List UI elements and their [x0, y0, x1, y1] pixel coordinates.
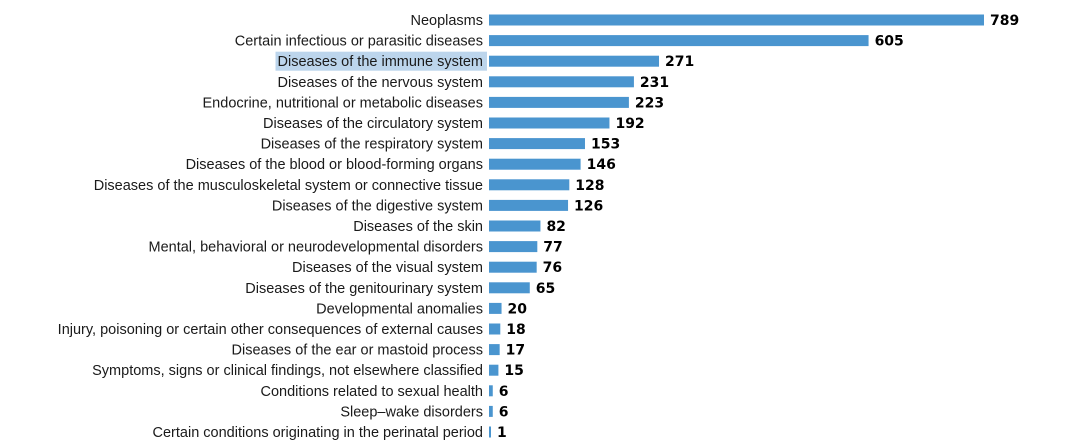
highlight-layer — [275, 51, 487, 71]
value-label: 17 — [506, 343, 525, 359]
bar — [489, 14, 984, 26]
bar — [489, 261, 537, 273]
bar — [489, 158, 581, 170]
bar — [489, 55, 660, 67]
value-label: 126 — [574, 198, 603, 214]
category-label: Neoplasms — [410, 13, 483, 29]
value-label: 76 — [543, 260, 562, 276]
category-label: Endocrine, nutritional or metabolic dise… — [203, 95, 483, 111]
value-label: 65 — [536, 281, 555, 297]
category-label: Diseases of the blood or blood-forming o… — [186, 157, 483, 173]
bar — [489, 426, 491, 438]
value-label: 82 — [546, 219, 565, 235]
bar — [489, 323, 501, 335]
value-label: 231 — [640, 75, 669, 91]
bar — [489, 76, 634, 88]
category-label: Certain infectious or parasitic diseases — [235, 34, 483, 50]
bar — [489, 220, 541, 232]
value-label: 20 — [508, 301, 528, 317]
category-label: Diseases of the respiratory system — [261, 137, 483, 153]
value-label: 128 — [575, 178, 604, 194]
bar — [489, 199, 569, 211]
category-label: Sleep–wake disorders — [340, 404, 483, 420]
value-label: 192 — [615, 116, 644, 132]
category-label: Diseases of the genitourinary system — [245, 281, 483, 297]
category-label: Diseases of the ear or mastoid process — [232, 343, 483, 359]
category-label: Conditions related to sexual health — [261, 384, 483, 400]
category-label: Diseases of the musculoskeletal system o… — [94, 178, 483, 194]
value-label: 18 — [506, 322, 525, 338]
category-label: Diseases of the skin — [353, 219, 483, 235]
bar — [489, 179, 570, 191]
bar — [489, 96, 629, 108]
bar — [489, 364, 499, 376]
bar — [489, 344, 500, 356]
category-labels-group: Neoplasms Certain infectious or parasitic… — [58, 13, 483, 441]
bar — [489, 241, 538, 253]
bar — [489, 302, 502, 314]
value-label: 146 — [587, 157, 616, 173]
category-label: Certain conditions originating in the pe… — [153, 425, 483, 441]
bars-group — [489, 14, 984, 438]
category-label: Injury, poisoning or certain other conse… — [58, 322, 483, 338]
value-label: 789 — [990, 13, 1019, 29]
bar — [489, 385, 493, 397]
bar — [489, 35, 869, 47]
value-label: 77 — [543, 240, 562, 256]
category-label: Symptoms, signs or clinical findings, no… — [92, 363, 483, 379]
bar — [489, 117, 610, 129]
category-label: Mental, behavioral or neurodevelopmental… — [149, 240, 484, 256]
value-label: 605 — [875, 34, 904, 50]
category-label: Diseases of the immune system — [278, 54, 484, 70]
bar — [489, 138, 585, 150]
category-label: Diseases of the digestive system — [272, 198, 483, 214]
value-label: 223 — [635, 95, 664, 111]
value-label: 6 — [499, 404, 509, 420]
bar — [489, 405, 493, 417]
value-label: 1 — [497, 425, 507, 441]
value-labels-group: 789 605 271 231 223 192 153 146 128 126 82 77 76 65 20… — [497, 13, 1019, 441]
value-label: 271 — [665, 54, 694, 70]
category-label: Diseases of the circulatory system — [263, 116, 483, 132]
category-label: Diseases of the nervous system — [277, 75, 483, 91]
bar — [489, 282, 530, 294]
category-label: Diseases of the visual system — [292, 260, 483, 276]
value-label: 6 — [499, 384, 509, 400]
category-highlight — [275, 51, 487, 71]
value-label: 153 — [591, 137, 620, 153]
category-label: Developmental anomalies — [316, 301, 483, 317]
value-label: 15 — [504, 363, 523, 379]
